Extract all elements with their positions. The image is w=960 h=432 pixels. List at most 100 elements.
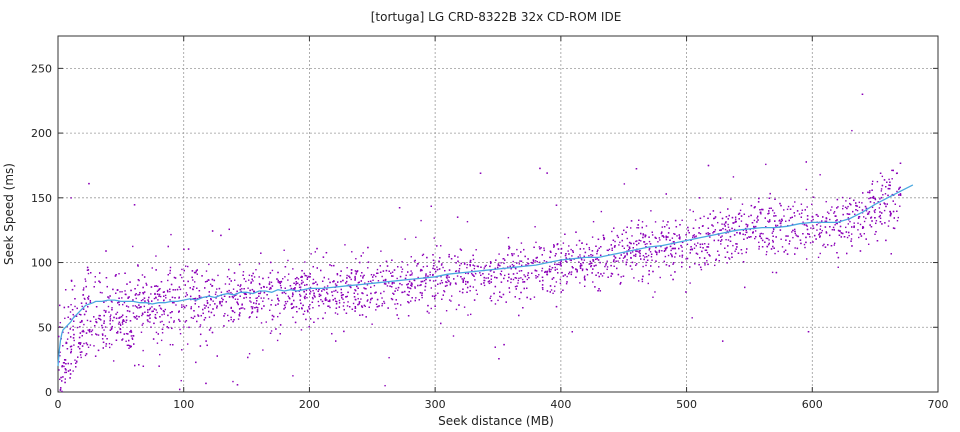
data-point (692, 210, 695, 213)
data-point (88, 182, 90, 185)
data-point (642, 265, 644, 268)
data-point (490, 281, 493, 283)
data-point (141, 324, 143, 326)
data-point (503, 277, 505, 280)
data-point (541, 254, 544, 256)
data-point (431, 295, 434, 297)
data-point (335, 303, 338, 305)
data-point (581, 242, 583, 244)
data-point (220, 234, 222, 237)
data-point (391, 271, 394, 273)
data-point (212, 300, 214, 302)
data-point (494, 346, 496, 348)
data-point (444, 285, 447, 287)
data-point (67, 306, 70, 308)
data-point (725, 221, 727, 223)
data-point (149, 307, 152, 310)
data-point (418, 299, 420, 301)
data-point (208, 310, 210, 313)
data-point (581, 269, 584, 272)
data-point (699, 243, 702, 246)
data-point (893, 227, 896, 230)
data-point (340, 291, 343, 294)
data-point (169, 312, 172, 314)
data-point (379, 271, 382, 273)
data-point (336, 291, 339, 293)
data-point (805, 258, 808, 260)
data-point (618, 257, 621, 259)
data-point (771, 232, 774, 234)
data-point (132, 245, 134, 248)
data-point (672, 247, 674, 250)
data-point (822, 216, 824, 218)
data-point (446, 274, 449, 277)
data-point (63, 306, 66, 309)
data-point (441, 282, 444, 284)
data-point (575, 268, 577, 271)
data-point (337, 281, 339, 283)
data-point (260, 297, 262, 299)
data-point (136, 318, 138, 320)
data-point (186, 343, 189, 345)
data-point (519, 260, 521, 262)
data-point (388, 356, 390, 359)
data-point (713, 217, 715, 220)
data-point (595, 274, 597, 276)
data-point (154, 313, 157, 316)
data-point (193, 298, 196, 300)
data-point (118, 321, 121, 323)
data-point (877, 201, 879, 203)
data-point (362, 252, 364, 254)
data-point (717, 239, 720, 242)
data-point (450, 295, 453, 297)
data-point (80, 356, 82, 359)
data-point (191, 276, 193, 279)
data-point (373, 274, 375, 276)
data-point (548, 268, 551, 270)
data-point (652, 296, 654, 298)
data-point (77, 346, 80, 348)
data-point (518, 263, 521, 265)
data-point (446, 277, 448, 279)
data-point (867, 212, 869, 214)
data-point (338, 306, 341, 308)
data-point (250, 312, 253, 314)
data-point (142, 298, 144, 301)
data-point (309, 289, 311, 291)
data-point (76, 307, 78, 310)
data-point (859, 250, 862, 252)
data-point (490, 262, 492, 264)
data-point (147, 299, 149, 301)
data-point (647, 282, 649, 285)
data-point (853, 225, 855, 227)
data-point (317, 317, 319, 320)
data-point (495, 259, 497, 261)
data-point (297, 278, 300, 280)
data-point (248, 352, 251, 355)
data-point (753, 225, 755, 228)
data-point (715, 258, 718, 260)
data-point (129, 346, 132, 348)
data-point (699, 257, 701, 259)
data-point (179, 332, 182, 335)
data-point (598, 275, 600, 278)
data-point (714, 216, 717, 218)
data-point (508, 245, 510, 248)
data-point (631, 268, 633, 270)
data-point (370, 286, 372, 288)
data-point (614, 240, 616, 243)
data-point (880, 196, 883, 199)
data-point (899, 205, 901, 207)
data-point (850, 203, 852, 206)
data-point (311, 301, 314, 303)
data-point (732, 222, 735, 224)
data-point (392, 275, 394, 277)
data-point (553, 245, 555, 247)
data-point (199, 326, 201, 328)
data-point (731, 227, 733, 230)
data-point (465, 280, 467, 283)
data-point (421, 254, 424, 257)
data-point (534, 269, 536, 272)
data-point (532, 260, 535, 262)
